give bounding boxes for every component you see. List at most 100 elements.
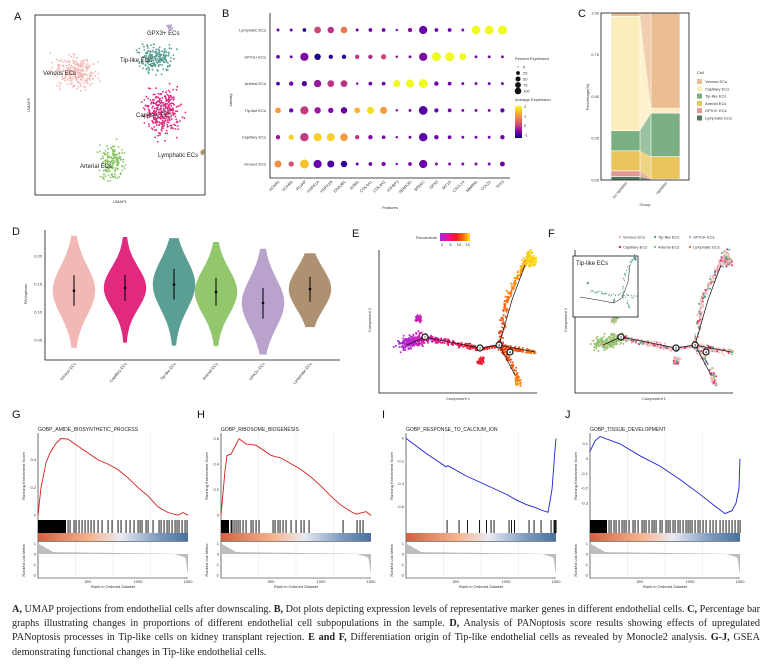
- dotplot-dot: [395, 109, 399, 112]
- trajectory-cell: [476, 362, 479, 364]
- umap-point: [119, 157, 122, 160]
- umap-point: [156, 106, 159, 108]
- umap-point: [58, 70, 60, 73]
- trajectory-cell: [656, 346, 659, 349]
- inset-cell: [632, 297, 634, 299]
- trajectory-cell: [474, 345, 476, 347]
- trajectory-cell: [715, 375, 718, 378]
- gene-hit: [691, 520, 693, 533]
- gsea-x-tick: 500: [268, 579, 275, 584]
- dotplot-dot: [393, 80, 401, 88]
- trajectory-cell: [527, 349, 530, 352]
- trajectory-cell: [419, 314, 421, 317]
- trajectory-cell: [606, 344, 609, 346]
- trajectory-cell: [609, 336, 612, 339]
- umap-point: [66, 79, 69, 82]
- trajectory-cell: [448, 341, 451, 344]
- umap-point: [150, 54, 153, 56]
- dotplot-dot: [368, 162, 373, 166]
- trajectory-cell: [723, 258, 726, 261]
- trajectory-cell: [702, 306, 705, 308]
- stacked-bar-segment: [610, 16, 641, 132]
- violin-group-label: GPX3+ ECs: [248, 361, 266, 381]
- gene-hit: [610, 520, 612, 533]
- umap-point: [66, 83, 69, 85]
- dotplot-dot: [447, 28, 452, 32]
- umap-point: [171, 27, 174, 29]
- trajectory-cell: [526, 351, 529, 353]
- panel-label-h: H: [197, 409, 205, 421]
- inset-cell: [629, 307, 631, 309]
- trajectory-cell: [457, 344, 460, 347]
- trajectory-cell: [727, 352, 730, 354]
- trajectory-cell: [507, 292, 509, 295]
- trajectory-cell: [402, 340, 405, 342]
- trajectory-cell: [723, 256, 725, 258]
- proportion-legend-title: Cell: [697, 70, 704, 75]
- dotplot-dot: [434, 81, 439, 86]
- inset-cell: [633, 257, 635, 258]
- trajectory-cell: [412, 334, 415, 336]
- trajectory-cell: [608, 338, 611, 340]
- umap-point: [161, 101, 164, 104]
- umap-point: [102, 152, 105, 154]
- umap-point: [169, 124, 172, 127]
- trajectory-cell: [477, 362, 480, 365]
- trajectory-cell: [611, 320, 614, 323]
- es-y-tick: 0: [34, 513, 37, 518]
- umap-point: [168, 96, 171, 99]
- trajectory-cell: [597, 340, 600, 343]
- umap-point: [150, 60, 153, 62]
- umap-point: [114, 170, 117, 173]
- gene-hit: [490, 520, 492, 533]
- umap-point: [142, 107, 145, 109]
- trajectory-cell: [702, 358, 705, 360]
- proportion-legend-label: Tip-like ECs: [705, 94, 726, 99]
- trajectory-cell: [601, 344, 603, 347]
- umap-point: [154, 111, 156, 113]
- umap-point: [148, 63, 150, 66]
- gene-hit: [699, 520, 701, 533]
- umap-point: [176, 48, 178, 51]
- violin-y-tick: 0.15: [34, 282, 43, 287]
- inset-cell: [591, 290, 593, 291]
- dotplot-dot: [418, 79, 428, 89]
- trajectory-cell: [678, 360, 681, 363]
- umap-point: [158, 123, 161, 126]
- umap-point: [79, 83, 82, 86]
- umap-point: [166, 113, 169, 116]
- trajectory-cell: [640, 342, 643, 345]
- umap-point: [69, 70, 72, 73]
- umap-point: [143, 99, 146, 101]
- trajectory-cell: [694, 348, 696, 351]
- umap-point: [162, 61, 165, 64]
- trajectory-cell: [415, 320, 417, 322]
- umap-point: [75, 77, 78, 80]
- umap-point: [160, 105, 162, 108]
- inset-cell: [601, 292, 603, 294]
- trajectory-cell: [532, 352, 535, 355]
- size-legend-dot: [516, 71, 520, 75]
- gene-hit: [667, 520, 669, 533]
- dotplot-dot: [300, 106, 309, 115]
- umap-point: [173, 103, 175, 106]
- trajectory-cell: [619, 343, 621, 346]
- umap-point: [138, 61, 141, 63]
- trajectory-cell: [513, 281, 516, 284]
- trajectory-cell: [610, 321, 613, 324]
- gene-hit: [242, 520, 244, 533]
- trajectory-cell: [406, 339, 409, 342]
- gene-hit: [682, 520, 684, 533]
- trajectory-cell: [502, 321, 505, 324]
- trajectory-cell: [476, 360, 478, 363]
- trajectory-cell: [413, 338, 416, 341]
- trajectory-cell: [710, 367, 713, 370]
- trajectory-cell: [399, 351, 402, 354]
- umap-point: [103, 152, 106, 155]
- trajectory-cell: [517, 274, 519, 276]
- trajectory-cell: [477, 360, 480, 363]
- umap-point: [91, 82, 93, 85]
- size-legend-dot: [515, 82, 521, 88]
- umap-point: [147, 66, 150, 68]
